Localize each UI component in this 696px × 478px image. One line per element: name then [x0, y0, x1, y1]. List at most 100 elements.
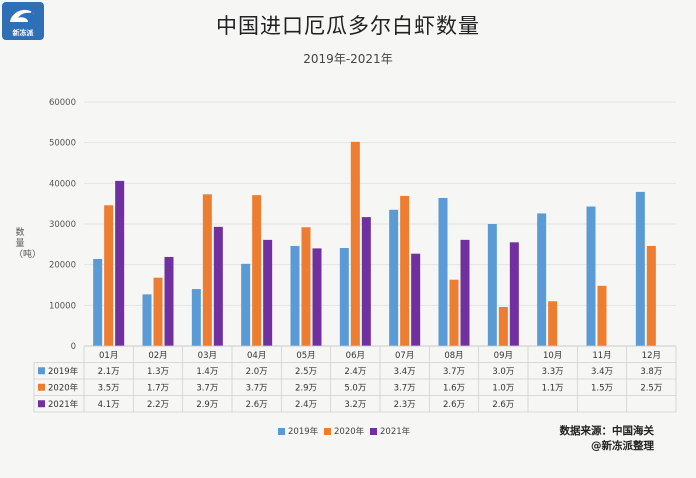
table-legend-swatch — [38, 400, 45, 407]
bar — [203, 194, 212, 346]
data-label: 3.7万 — [196, 383, 218, 393]
y-tick-label: 50000 — [49, 139, 76, 149]
table-legend-swatch — [38, 384, 45, 391]
data-label: 2.0万 — [246, 367, 268, 377]
bar — [143, 294, 152, 346]
data-label: 3.7万 — [394, 383, 416, 393]
data-label: 3.5万 — [98, 383, 120, 393]
legend-label: 2021年 — [380, 426, 411, 437]
x-tick-label: 11月 — [592, 351, 611, 361]
y-tick-label: 20000 — [49, 261, 76, 271]
data-label: 2.9万 — [196, 400, 218, 410]
data-label: 2.6万 — [246, 400, 268, 410]
table-legend-swatch — [38, 367, 45, 374]
data-label: 1.7万 — [147, 383, 169, 393]
source-line: 数据来源：中国海关 — [560, 424, 655, 439]
bar — [499, 307, 508, 346]
bar — [587, 207, 596, 346]
data-label: 3.7万 — [443, 367, 465, 377]
legend-label: 2020年 — [334, 426, 365, 437]
y-tick-label: 10000 — [49, 301, 76, 311]
bar — [165, 257, 174, 346]
bar — [115, 181, 124, 346]
bar — [351, 142, 360, 346]
bar — [598, 286, 607, 346]
data-label: 2.6万 — [492, 400, 514, 410]
bar — [214, 227, 223, 346]
legend-swatch — [370, 428, 377, 435]
data-label: 2.4万 — [344, 367, 366, 377]
x-tick-label: 03月 — [198, 351, 217, 361]
x-tick-label: 05月 — [296, 351, 315, 361]
bar — [252, 195, 261, 346]
bar — [548, 301, 557, 346]
x-tick-label: 04月 — [247, 351, 266, 361]
x-tick-label: 10月 — [543, 351, 562, 361]
data-label: 2.1万 — [98, 367, 120, 377]
data-label: 1.1万 — [542, 383, 564, 393]
bar — [636, 192, 645, 346]
y-tick-label: 60000 — [49, 98, 76, 108]
bar — [461, 240, 470, 346]
data-label: 3.3万 — [542, 367, 564, 377]
x-tick-label: 08月 — [444, 351, 463, 361]
y-tick-label: 40000 — [49, 179, 76, 189]
bar — [488, 224, 497, 346]
x-tick-label: 09月 — [494, 351, 513, 361]
data-label: 1.4万 — [196, 367, 218, 377]
bar — [263, 240, 272, 346]
bar — [411, 254, 420, 346]
y-tick-label: 0 — [71, 342, 76, 352]
data-label: 3.2万 — [344, 400, 366, 410]
x-tick-label: 02月 — [148, 351, 167, 361]
data-label: 2.5万 — [640, 383, 662, 393]
data-label: 4.1万 — [98, 400, 120, 410]
bar — [313, 248, 322, 346]
bar — [537, 213, 546, 346]
legend-label: 2019年 — [288, 426, 319, 437]
data-label: 3.0万 — [492, 367, 514, 377]
bar — [450, 280, 459, 346]
data-label: 5.0万 — [344, 383, 366, 393]
bar — [340, 248, 349, 346]
y-tick-label: 30000 — [49, 220, 76, 230]
data-label: 1.5万 — [591, 383, 613, 393]
data-label: 2.9万 — [295, 383, 317, 393]
table-series-name: 2019年 — [48, 366, 79, 377]
data-label: 2.6万 — [443, 400, 465, 410]
bar — [93, 259, 102, 346]
bar — [302, 227, 311, 346]
bar — [400, 196, 409, 346]
data-label: 1.6万 — [443, 383, 465, 393]
x-tick-label: 12月 — [642, 351, 661, 361]
data-label: 3.7万 — [246, 383, 268, 393]
bar — [104, 205, 113, 346]
data-label: 2.3万 — [394, 400, 416, 410]
legend-swatch — [278, 428, 285, 435]
bar — [439, 198, 448, 346]
bar — [154, 278, 163, 346]
data-label: 2.2万 — [147, 400, 169, 410]
data-label: 1.0万 — [492, 383, 514, 393]
data-label: 3.8万 — [640, 367, 662, 377]
data-label: 2.4万 — [295, 400, 317, 410]
bar — [389, 210, 398, 346]
data-label: 2.5万 — [295, 367, 317, 377]
data-source: 数据来源：中国海关 @新冻派整理 — [560, 424, 655, 454]
bar — [647, 246, 656, 346]
credit-line: @新冻派整理 — [560, 439, 655, 454]
legend-swatch — [324, 428, 331, 435]
x-tick-label: 01月 — [99, 351, 118, 361]
data-label: 3.4万 — [394, 367, 416, 377]
data-label: 1.3万 — [147, 367, 169, 377]
x-tick-label: 07月 — [395, 351, 414, 361]
bar — [291, 246, 300, 346]
bar — [192, 289, 201, 346]
data-label: 3.4万 — [591, 367, 613, 377]
table-series-name: 2021年 — [48, 399, 79, 410]
bar — [241, 264, 250, 346]
table-series-name: 2020年 — [48, 382, 79, 393]
bar — [362, 217, 371, 346]
bar — [510, 242, 519, 346]
